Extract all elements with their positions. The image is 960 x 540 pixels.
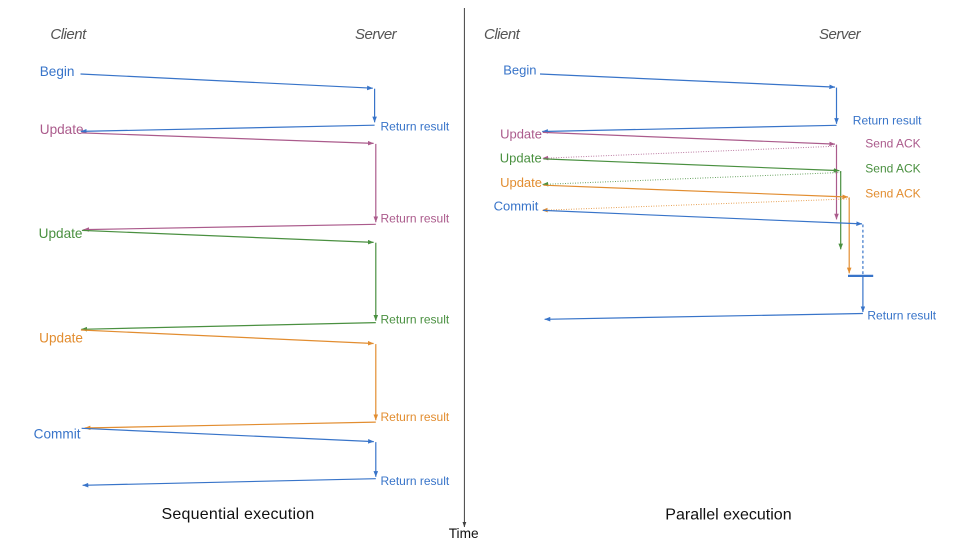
svg-text:Server: Server bbox=[355, 26, 398, 43]
svg-text:Return result: Return result bbox=[381, 120, 450, 134]
svg-text:Return result: Return result bbox=[853, 114, 922, 128]
svg-text:Update: Update bbox=[39, 330, 83, 345]
svg-text:Return result: Return result bbox=[381, 313, 450, 327]
svg-text:Begin: Begin bbox=[503, 63, 536, 78]
svg-text:Commit: Commit bbox=[494, 199, 539, 214]
svg-text:Parallel execution: Parallel execution bbox=[665, 507, 791, 524]
svg-text:Client: Client bbox=[50, 26, 87, 43]
svg-text:Server: Server bbox=[819, 26, 862, 43]
svg-text:Time: Time bbox=[449, 526, 479, 540]
svg-text:Update: Update bbox=[500, 151, 542, 166]
svg-text:Update: Update bbox=[40, 122, 84, 137]
svg-text:Return result: Return result bbox=[867, 308, 936, 322]
svg-text:Commit: Commit bbox=[34, 426, 81, 441]
svg-text:Send ACK: Send ACK bbox=[865, 186, 920, 200]
svg-text:Sequential execution: Sequential execution bbox=[162, 506, 315, 523]
svg-text:Return result: Return result bbox=[381, 474, 450, 488]
svg-text:Begin: Begin bbox=[40, 64, 75, 79]
svg-text:Return result: Return result bbox=[381, 212, 450, 226]
svg-text:Client: Client bbox=[484, 26, 521, 43]
svg-text:Update: Update bbox=[500, 126, 542, 141]
svg-text:Return result: Return result bbox=[381, 410, 450, 424]
svg-text:Update: Update bbox=[500, 175, 542, 190]
svg-text:Send ACK: Send ACK bbox=[865, 162, 920, 176]
svg-text:Update: Update bbox=[39, 226, 83, 241]
svg-text:Send ACK: Send ACK bbox=[865, 137, 920, 151]
